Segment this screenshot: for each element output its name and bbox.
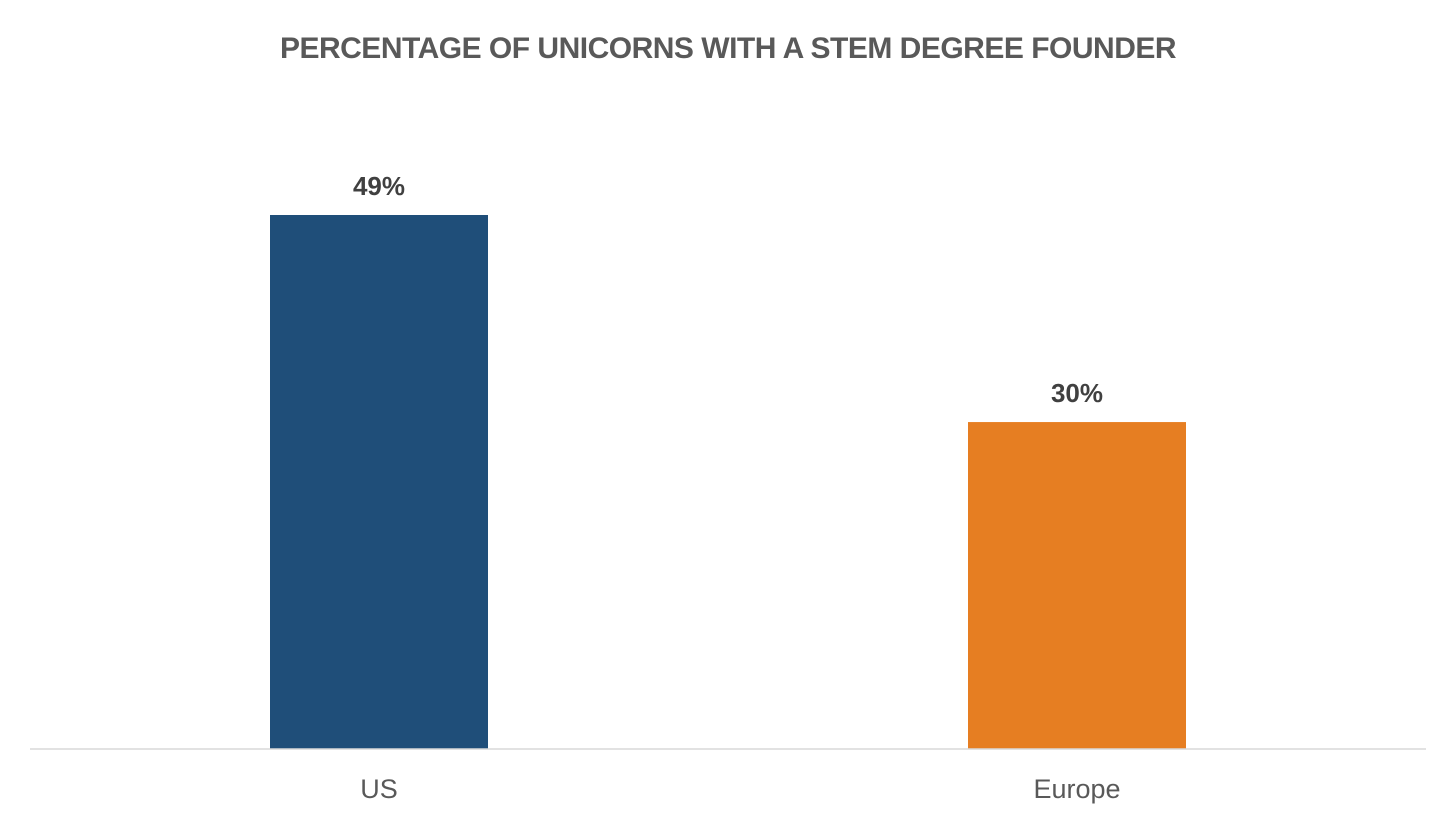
bar-europe [968,422,1186,749]
category-label-europe: Europe [1033,774,1120,804]
bar-us [270,215,488,749]
bars-layer [270,215,1186,749]
labels-layer: 49% US 30% Europe [353,171,1121,804]
chart-title: PERCENTAGE OF UNICORNS WITH A STEM DEGRE… [280,32,1177,65]
data-label-europe: 30% [1051,378,1103,408]
data-label-us: 49% [353,171,405,201]
category-label-us: US [360,774,398,804]
